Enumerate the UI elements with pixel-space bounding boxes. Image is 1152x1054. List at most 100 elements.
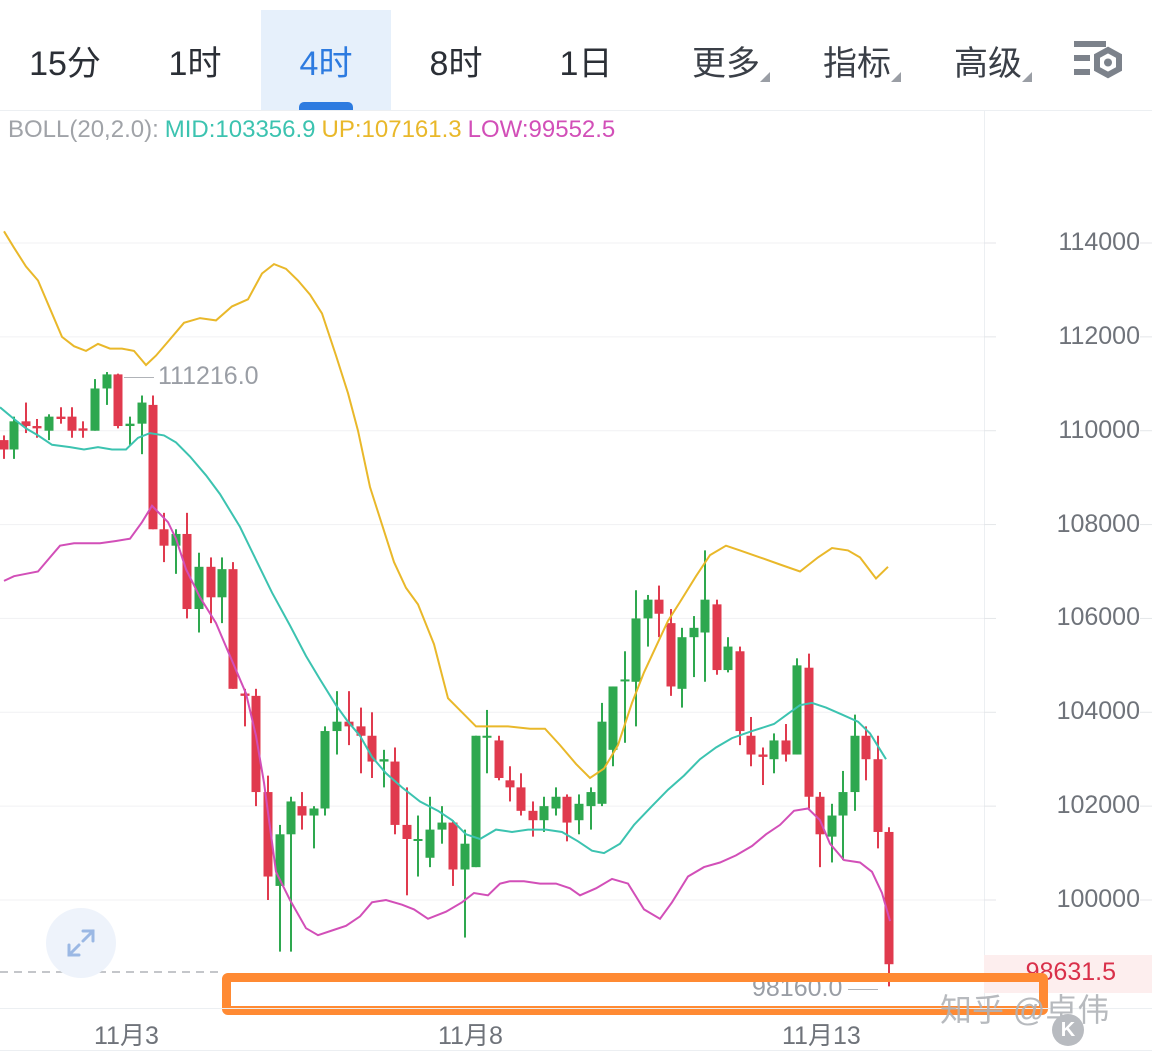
candle-body [586, 792, 596, 807]
candle-body [67, 416, 77, 431]
candle-body [137, 402, 147, 424]
boll-low-line [3, 504, 891, 937]
tab-4h[interactable]: 4时 [261, 10, 391, 110]
candle-body [320, 731, 330, 809]
candle-body [413, 838, 423, 841]
candle-body [539, 806, 549, 821]
candle-body [148, 404, 158, 530]
candle-body [735, 651, 745, 732]
candle-body [804, 667, 814, 797]
price-axis-label: 114000 [1058, 228, 1140, 256]
candle-body [792, 665, 802, 755]
price-axis-label: 106000 [1056, 603, 1140, 632]
active-tab-indicator [299, 102, 353, 110]
candle-body [551, 796, 561, 809]
candle-body [113, 374, 123, 427]
marker-line [848, 988, 879, 990]
candle-body [194, 566, 204, 610]
candlestick-chart[interactable] [0, 110, 1152, 1054]
dropdown-caret-icon [891, 72, 901, 82]
candle-body [861, 735, 871, 760]
tab-indicators[interactable]: 指标 [815, 10, 901, 110]
candle-body [125, 423, 135, 427]
tab-label: 高级 [954, 44, 1022, 83]
candle-body [297, 806, 307, 816]
legend-up: UP:107161.3 [321, 116, 462, 143]
tab-advanced[interactable]: 高级 [946, 10, 1032, 110]
bottom-divider [0, 1050, 1152, 1051]
marker-line [124, 376, 154, 378]
candle-body [0, 440, 9, 450]
legend-prefix: BOLL(20,2.0): [8, 116, 159, 143]
candle-body [460, 843, 470, 870]
price-axis-label: 112000 [1058, 321, 1140, 350]
candle-body [78, 428, 88, 431]
candle-body [286, 801, 296, 835]
time-axis-label: 11月13 [782, 1022, 861, 1050]
dropdown-caret-icon [760, 72, 770, 82]
candle-body [263, 792, 273, 877]
time-axis-label: 11月3 [94, 1022, 159, 1050]
candle-body [102, 374, 112, 389]
candle-body [597, 721, 607, 804]
candle-body [505, 780, 515, 788]
candle-body [884, 831, 894, 965]
candle-body [437, 822, 447, 830]
candle-body [159, 529, 169, 546]
tab-8h[interactable]: 8时 [391, 10, 521, 110]
legend-mid: MID:103356.9 [164, 116, 316, 143]
price-axis-label: 110000 [1058, 415, 1140, 444]
candle-body [769, 740, 779, 760]
candle-body [228, 569, 238, 689]
candle-body [700, 599, 710, 633]
candle-body [574, 803, 584, 821]
candle-body [90, 388, 100, 431]
price-axis-label: 102000 [1056, 791, 1140, 820]
price-axis-label: 100000 [1056, 885, 1140, 913]
axis-divider [0, 1008, 1152, 1009]
candle-body [44, 416, 54, 431]
tab-label: 4时 [299, 44, 353, 83]
boll-legend: BOLL(20,2.0): MID:103356.9 UP:107161.3 LOW:… [8, 116, 621, 144]
candle-body [9, 421, 19, 450]
candle-body [32, 426, 42, 429]
tab-1d[interactable]: 1日 [521, 10, 651, 110]
candle-body [494, 740, 504, 778]
candle-body [367, 735, 377, 762]
fullscreen-button[interactable] [46, 908, 116, 978]
tab-label: 15分 [29, 44, 101, 83]
candle-body [827, 815, 837, 837]
time-axis-label: 11月8 [438, 1022, 503, 1050]
tab-more[interactable]: 更多 [684, 10, 770, 110]
candle-body [379, 759, 389, 762]
watermark: 知乎 @卓伟 [940, 992, 1110, 1028]
tab-15m[interactable]: 15分 [0, 10, 130, 110]
chart-settings-icon [1074, 41, 1122, 79]
tab-1h[interactable]: 1时 [130, 10, 260, 110]
candle-body [712, 604, 722, 671]
max-price-marker: 111216.0 [124, 362, 259, 391]
candle-body [815, 796, 825, 835]
candle-body [850, 735, 860, 793]
candle-body [21, 421, 31, 427]
candle-body [631, 618, 641, 682]
tab-label: 更多 [692, 44, 760, 83]
candle-body [56, 416, 66, 419]
candle-body [677, 637, 687, 689]
candle-body [332, 721, 342, 732]
candle-body [217, 569, 227, 598]
highlight-box [222, 973, 1048, 1015]
tab-label: 1日 [559, 44, 613, 83]
candle-body [528, 810, 538, 821]
expand-icon [67, 929, 95, 957]
candle-body [873, 759, 883, 832]
tab-label: 8时 [429, 44, 483, 83]
candle-body [275, 834, 285, 886]
legend-low: LOW:99552.5 [467, 116, 616, 143]
candle-body [781, 740, 791, 755]
dropdown-caret-icon [1022, 72, 1032, 82]
k-badge[interactable]: K [1052, 1014, 1084, 1046]
chart-settings-button[interactable] [1070, 38, 1126, 82]
tab-label: 指标 [823, 44, 891, 83]
timeframe-toolbar: 15分 1时 4时 8时 1日 更多 指标 高级 [0, 0, 1152, 111]
